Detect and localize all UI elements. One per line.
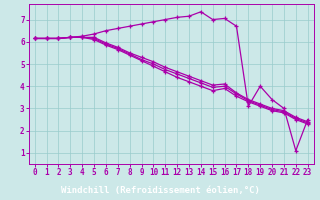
Text: Windchill (Refroidissement éolien,°C): Windchill (Refroidissement éolien,°C) bbox=[60, 186, 260, 196]
